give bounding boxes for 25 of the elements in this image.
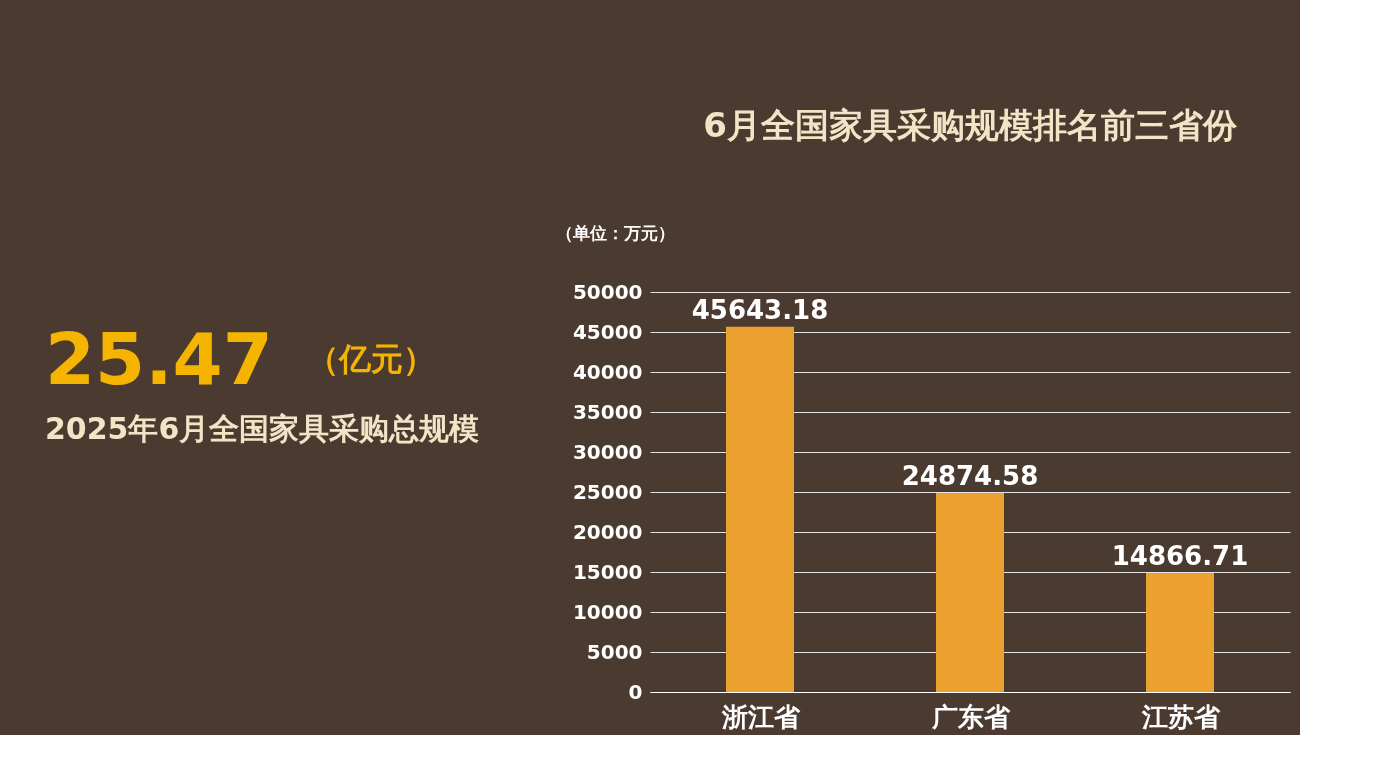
y-tick-label: 10000 [572, 599, 643, 624]
y-tick-label: 20000 [572, 519, 643, 544]
y-tick-label: 45000 [572, 319, 643, 344]
chart-title: 6月全国家具采购规模排名前三省份 [703, 105, 1238, 145]
bar [726, 326, 794, 692]
text: 25.47 [45, 317, 273, 401]
y-tick-label: 35000 [572, 399, 643, 424]
bar [936, 493, 1004, 692]
y-tick-label: 30000 [572, 439, 643, 464]
text: 2025年6月全国家具采购总规模 [45, 411, 480, 446]
y-tick-label: 50000 [572, 279, 643, 304]
text: （亿元） [307, 340, 435, 378]
y-tick-label: 25000 [572, 479, 643, 504]
y-tick-label: 5000 [586, 639, 643, 664]
data-label: 24874.58 [901, 461, 1039, 491]
bar [1146, 573, 1214, 692]
x-tick-label: 浙江省 [720, 701, 801, 732]
y-axis-title: （单位：万元） [555, 222, 675, 243]
y-tick-label: 15000 [572, 559, 643, 584]
y-tick-label: 0 [628, 679, 643, 704]
data-label: 14866.71 [1111, 541, 1249, 572]
x-tick-label: 江苏省 [1140, 701, 1221, 732]
y-tick-label: 40000 [572, 359, 643, 384]
x-tick-label: 广东省 [930, 701, 1011, 732]
data-label: 45643.18 [691, 294, 829, 325]
